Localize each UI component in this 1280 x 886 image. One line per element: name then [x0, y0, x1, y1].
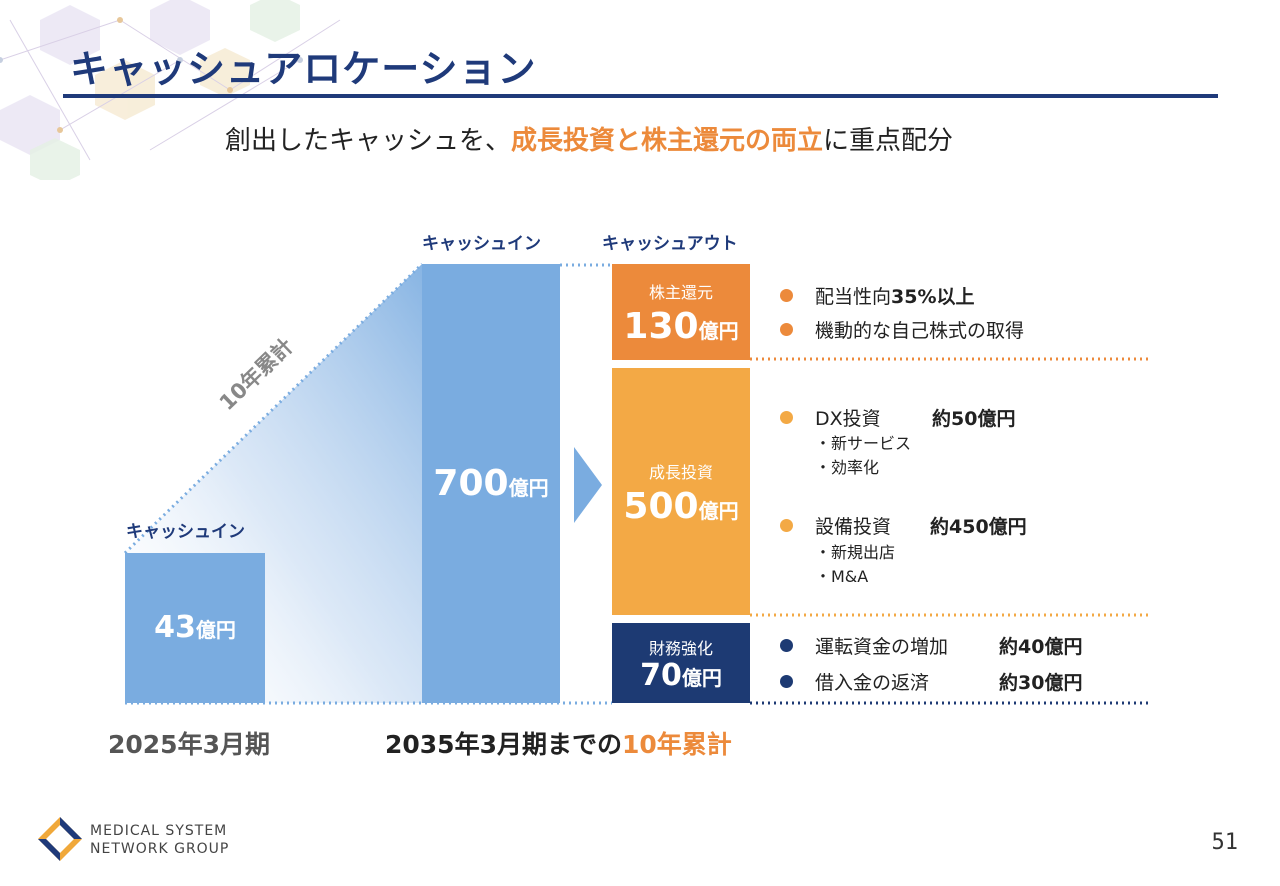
arrow-right-icon — [574, 447, 602, 523]
period-10yr-highlight: 10年累計 — [621, 730, 732, 759]
detail-dividend: 配当性向35%以上 — [780, 282, 975, 309]
growth-investment-value: 500 — [623, 485, 699, 527]
financial-strength-box: 財務強化 70億円 — [612, 623, 750, 703]
left-cash-in-label: キャッシュイン — [126, 522, 245, 542]
page-title: キャッシュアロケーション — [70, 47, 537, 91]
bullet-dot-icon — [780, 289, 793, 302]
detail-bold: 約30億円 — [999, 672, 1083, 694]
subtitle: 創出したキャッシュを、成長投資と株主還元の両立に重点配分 — [225, 120, 953, 157]
cash-out-label: キャッシュアウト — [602, 234, 738, 254]
detail-capex: 設備投資 約450億円 — [780, 512, 1027, 539]
detail-capex-sub-1: ・新規出店 — [815, 543, 896, 562]
detail-dx-sub-2: ・効率化 — [815, 458, 880, 477]
bullet-dot-icon — [780, 639, 793, 652]
company-logo-text: MEDICAL SYSTEM NETWORK GROUP — [90, 822, 229, 858]
logo-line-1: MEDICAL SYSTEM — [90, 823, 228, 839]
period-10yr: 2035年3月期までの10年累計 — [385, 725, 732, 761]
detail-capex-sub-2: ・M&A — [815, 567, 869, 586]
detail-text: DX投資 — [815, 408, 881, 430]
subtitle-prefix: 創出したキャッシュを、 — [225, 126, 512, 156]
growth-investment-label: 成長投資 — [648, 462, 713, 482]
decorative-network-pattern — [0, 0, 341, 180]
detail-dx: DX投資 約50億円 — [780, 404, 1015, 431]
shareholder-return-value: 130 — [623, 306, 699, 347]
cash-in-10yr-value: 700 — [433, 462, 509, 504]
cash-in-10yr-box: 700億円 — [422, 264, 560, 703]
page-number: 51 — [1211, 830, 1239, 855]
financial-strength-value: 70 — [640, 658, 682, 693]
detail-bold: 約450億円 — [930, 516, 1027, 538]
cash-in-2025-box: 43億円 — [125, 553, 265, 703]
detail-text: 機動的な自己株式の取得 — [815, 320, 1025, 342]
detail-working-capital: 運転資金の増加 約40億円 — [780, 632, 1082, 659]
financial-strength-unit: 億円 — [681, 666, 722, 690]
detail-loan-repayment: 借入金の返済 約30億円 — [780, 668, 1082, 695]
bullet-dot-icon — [780, 323, 793, 336]
bullet-dot-icon — [780, 411, 793, 424]
bullet-dot-icon — [780, 675, 793, 688]
detail-text: 設備投資 — [815, 516, 892, 538]
detail-text: 運転資金の増加 — [815, 636, 949, 658]
subtitle-highlight: 成長投資と株主還元の両立 — [511, 126, 824, 156]
middle-cash-in-label: キャッシュイン — [422, 234, 541, 254]
detail-bold: 35%以上 — [891, 286, 975, 308]
title-underline — [63, 94, 1218, 98]
logo-line-2: NETWORK GROUP — [90, 841, 230, 857]
period-2025: 2025年3月期 — [108, 730, 270, 759]
detail-bold: 約40億円 — [999, 636, 1083, 658]
bullet-dot-icon — [780, 519, 793, 532]
cash-in-2025-value: 43 — [154, 610, 196, 645]
cash-in-2025-unit: 億円 — [195, 618, 236, 642]
cash-in-10yr-unit: 億円 — [508, 475, 549, 500]
shareholder-return-label: 株主還元 — [648, 283, 713, 302]
shareholder-return-box: 株主還元 130億円 — [612, 264, 750, 360]
detail-text: 借入金の返済 — [815, 672, 930, 694]
detail-dx-sub-1: ・新サービス — [815, 434, 912, 453]
subtitle-suffix: に重点配分 — [823, 126, 954, 156]
financial-strength-label: 財務強化 — [648, 639, 713, 658]
growth-investment-unit: 億円 — [698, 498, 739, 523]
company-logo-icon — [38, 817, 82, 861]
shareholder-return-unit: 億円 — [698, 319, 739, 343]
growth-investment-box: 成長投資 500億円 — [612, 368, 750, 615]
detail-text: 配当性向 — [815, 286, 892, 308]
detail-bold: 約50億円 — [932, 408, 1016, 430]
period-10yr-prefix: 2035年3月期までの — [385, 730, 622, 759]
detail-buyback: 機動的な自己株式の取得 — [780, 316, 1024, 343]
